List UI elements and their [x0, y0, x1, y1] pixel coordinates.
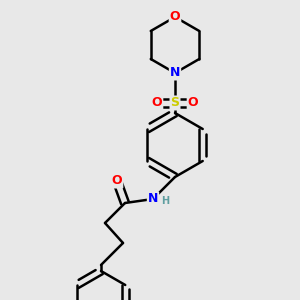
Text: S: S — [170, 97, 179, 110]
Text: N: N — [170, 67, 180, 80]
Text: O: O — [188, 97, 198, 110]
Text: O: O — [170, 11, 180, 23]
Text: H: H — [161, 196, 169, 206]
Text: O: O — [112, 175, 122, 188]
Text: O: O — [152, 97, 162, 110]
Text: N: N — [148, 193, 158, 206]
